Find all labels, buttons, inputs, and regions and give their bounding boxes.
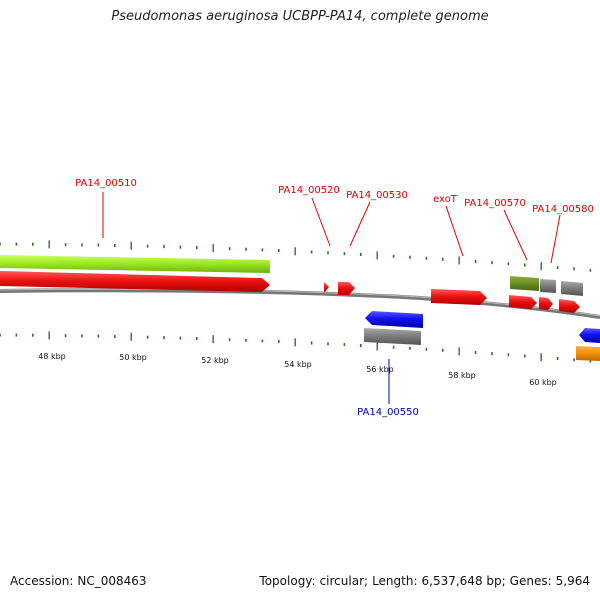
feature-olive: [510, 276, 539, 291]
tick-row-bottom: [0, 331, 592, 363]
accession-value: NC_008463: [77, 574, 147, 588]
genes-value: 5,964: [555, 574, 590, 588]
feature-gray-b: [561, 281, 583, 296]
feature-pa14-00530: [338, 282, 355, 295]
scale-label-58kbp: 58 kbp: [448, 371, 476, 380]
tick-row-top: [0, 240, 592, 272]
gene-bar-red: [0, 271, 270, 292]
feature-pa14-00550: [365, 311, 423, 328]
feature-pa14-00520: [324, 282, 329, 293]
feature-red-b: [539, 297, 553, 310]
topology-label: Topology:: [259, 574, 316, 588]
scale-label-54kbp: 54 kbp: [284, 360, 312, 369]
gene-label-exot: exoT: [433, 194, 458, 205]
gene-label-pa14-00570: PA14_00570: [464, 198, 526, 209]
feature-red-c: [559, 299, 580, 313]
feature-orange-edge: [576, 346, 600, 361]
scale-label-50kbp: 50 kbp: [119, 353, 147, 362]
gene-bar-green: [0, 255, 270, 273]
length-value: 6,537,648 bp: [421, 574, 502, 588]
scale-label-60kbp: 60 kbp: [529, 378, 557, 387]
feature-exot: [431, 289, 487, 305]
length-label: Length:: [372, 574, 418, 588]
scale-label-52kbp: 52 kbp: [201, 356, 229, 365]
feature-gray-reverse: [364, 328, 421, 345]
accession-info: Accession: NC_008463: [10, 574, 147, 588]
gene-label-pa14-00580: PA14_00580: [532, 204, 594, 215]
gene-label-pa14-00520: PA14_00520: [278, 185, 340, 196]
gene-label-pa14-00530: PA14_00530: [346, 190, 408, 201]
scale-label-48kbp: 48 kbp: [38, 352, 66, 361]
genes-label: Genes:: [509, 574, 552, 588]
feature-red-a: [509, 295, 537, 309]
gene-label-pa14-00510: PA14_00510: [75, 178, 137, 189]
gene-label-pa14-00550: PA14_00550: [357, 407, 419, 418]
topology-value: circular: [319, 574, 365, 588]
scale-label-56kbp: 56 kbp: [366, 365, 394, 374]
page-title: Pseudomonas aeruginosa UCBPP-PA14, compl…: [111, 9, 489, 24]
genome-backbone: [0, 288, 600, 319]
feature-blue-edge: [579, 328, 600, 343]
accession-label: Accession:: [10, 574, 74, 588]
feature-gray-a: [540, 279, 556, 293]
genome-summary: Topology: circular; Length: 6,537,648 bp; Ge…: [259, 574, 590, 588]
